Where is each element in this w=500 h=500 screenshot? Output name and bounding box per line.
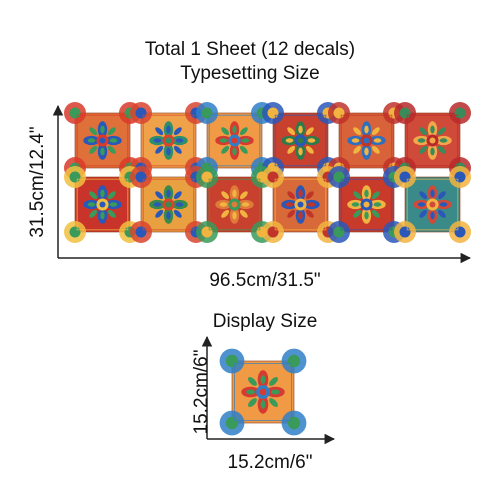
- sheet-tile: [262, 166, 339, 243]
- sheet-count-title: Total 1 Sheet (12 decals): [144, 39, 356, 60]
- sheet-tile: [328, 166, 405, 243]
- sheet-height-label: 31.5cm/12.4": [27, 126, 48, 238]
- sheet-tile: [394, 166, 471, 243]
- display-height-label: 15.2cm/6": [191, 349, 212, 435]
- sheet-tile: [64, 166, 141, 243]
- display-tile: [219, 348, 307, 436]
- typesetting-size-title: Typesetting Size: [180, 63, 320, 84]
- sheet-tile-grid: [64, 102, 471, 243]
- sheet-tile: [130, 166, 207, 243]
- display-width-label: 15.2cm/6": [227, 452, 313, 473]
- display-decal-tile: [219, 348, 307, 436]
- sheet-width-label: 96.5cm/31.5": [209, 270, 321, 291]
- display-size-title: Display Size: [212, 311, 318, 332]
- sheet-tile: [196, 166, 273, 243]
